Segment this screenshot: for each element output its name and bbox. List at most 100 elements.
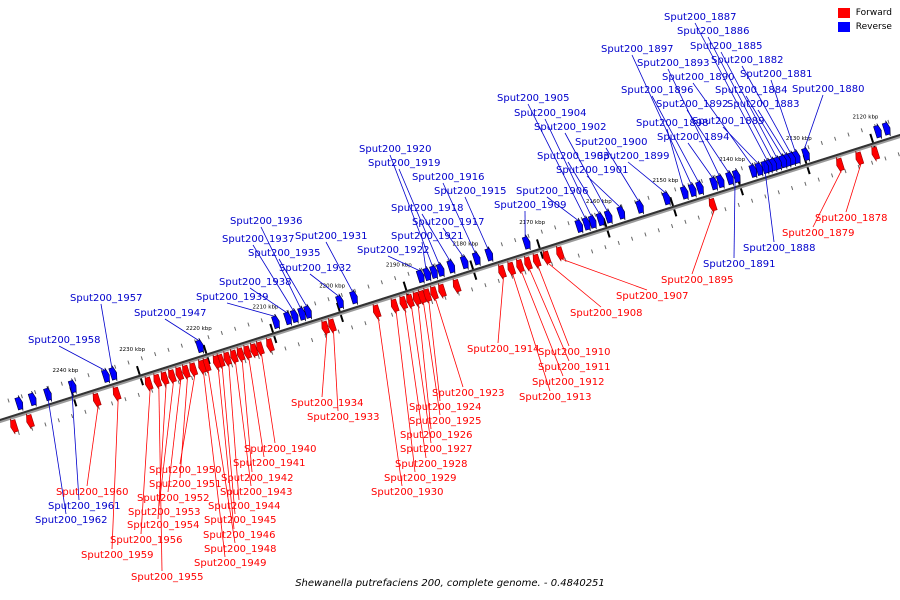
gene-label: Sput200_1918 — [391, 203, 464, 214]
leader-line — [157, 384, 167, 520]
leader-line — [497, 277, 504, 344]
minor-tick — [594, 212, 597, 217]
gene-label: Sput200_1935 — [248, 248, 321, 259]
reverse-swatch — [837, 22, 850, 32]
leader-line — [387, 255, 420, 271]
gene-arrow — [14, 395, 24, 411]
track-line — [0, 133, 900, 422]
gene-label: Sput200_1961 — [48, 501, 121, 512]
minor-tick — [897, 152, 900, 157]
gene-arrow — [521, 234, 531, 251]
minor-tick — [140, 356, 143, 361]
gene-label: Sput200_1890 — [662, 72, 735, 83]
gene-arrow — [768, 156, 778, 172]
gene-arrow — [189, 361, 199, 378]
minor-tick — [740, 166, 743, 171]
leader-line — [389, 154, 433, 267]
leader-line — [417, 304, 432, 430]
minor-tick — [674, 187, 677, 192]
leader-line — [70, 380, 80, 501]
minor-tick — [380, 280, 383, 285]
gene-label: Sput200_1926 — [400, 430, 473, 441]
gene-label: Sput200_1957 — [70, 293, 143, 304]
minor-tick — [540, 229, 543, 234]
gene-arrow — [283, 310, 292, 326]
minor-tick — [151, 388, 154, 393]
gene-label: Sput200_1906 — [516, 186, 589, 197]
gene-arrow — [67, 378, 77, 394]
minor-tick — [20, 394, 23, 399]
minor-tick — [834, 136, 837, 141]
gene-arrow — [349, 289, 358, 305]
tick-label: 2120 kbp — [853, 115, 879, 121]
minor-tick — [751, 198, 754, 203]
minor-tick — [17, 430, 20, 435]
leader-line — [757, 109, 787, 155]
leader-line — [547, 262, 602, 308]
leader-line — [544, 118, 592, 217]
minor-tick — [524, 270, 527, 275]
minor-tick — [124, 397, 127, 402]
gene-arrow — [195, 338, 204, 354]
minor-tick — [684, 219, 687, 224]
leader-line — [241, 360, 253, 473]
gene-label: Sput200_1941 — [233, 458, 306, 469]
minor-tick — [714, 174, 717, 179]
minor-tick — [354, 288, 357, 293]
gene-arrow — [778, 153, 788, 169]
leader-line — [248, 357, 265, 458]
minor-tick — [551, 261, 554, 267]
gene-arrow — [471, 250, 481, 266]
leader-line — [561, 258, 648, 291]
leader-line — [167, 379, 182, 493]
gene-label: Sput200_1946 — [203, 530, 276, 541]
minor-tick — [87, 373, 90, 378]
gene-arrow — [92, 392, 102, 409]
minor-tick — [314, 301, 317, 306]
gene-label: Sput200_1933 — [307, 412, 380, 423]
leader-line — [423, 302, 441, 416]
gene-arrow — [687, 182, 697, 198]
minor-tick — [137, 392, 140, 397]
gene-arrow — [542, 250, 552, 266]
gene-arrow — [297, 305, 306, 322]
gene-label: Sput200_1893 — [637, 58, 710, 69]
leader-line — [733, 170, 736, 259]
leader-line — [421, 213, 451, 261]
gene-label: Sput200_1937 — [222, 234, 295, 245]
leader-line — [442, 182, 476, 253]
minor-tick — [657, 228, 660, 233]
tick-label: 2220 kbp — [186, 326, 212, 332]
tick-label: 2240 kbp — [53, 368, 79, 374]
gene-label: Sput200_1882 — [711, 55, 784, 66]
gene-arrow — [507, 261, 517, 277]
leader-line — [464, 196, 489, 249]
minor-tick — [364, 321, 367, 326]
minor-tick — [191, 375, 194, 381]
gene-label: Sput200_1938 — [219, 277, 292, 288]
gene-arrow — [175, 366, 185, 382]
gene-arrow — [321, 320, 331, 336]
gene-label: Sput200_1900 — [575, 137, 648, 148]
leader-line — [217, 367, 235, 530]
leader-line — [512, 274, 551, 392]
gene-arrow — [418, 289, 427, 306]
minor-tick — [394, 276, 397, 281]
gene-arrow — [446, 258, 456, 274]
gene-label: Sput200_1912 — [532, 377, 605, 388]
gene-label: Sput200_1886 — [677, 26, 750, 37]
minor-tick — [74, 377, 77, 382]
tick-label: 2200 kbp — [319, 284, 345, 290]
leader-line — [694, 22, 768, 161]
leader-line — [435, 298, 464, 388]
gene-arrow — [423, 287, 433, 304]
minor-tick — [617, 240, 620, 245]
minor-tick — [631, 236, 634, 241]
gene-arrow — [635, 198, 644, 215]
gene-label: Sput200_1896 — [621, 85, 694, 96]
leader-line — [158, 386, 163, 572]
leader-line — [605, 147, 639, 202]
gene-label: Sput200_1905 — [497, 93, 570, 104]
gene-arrow — [101, 367, 110, 384]
